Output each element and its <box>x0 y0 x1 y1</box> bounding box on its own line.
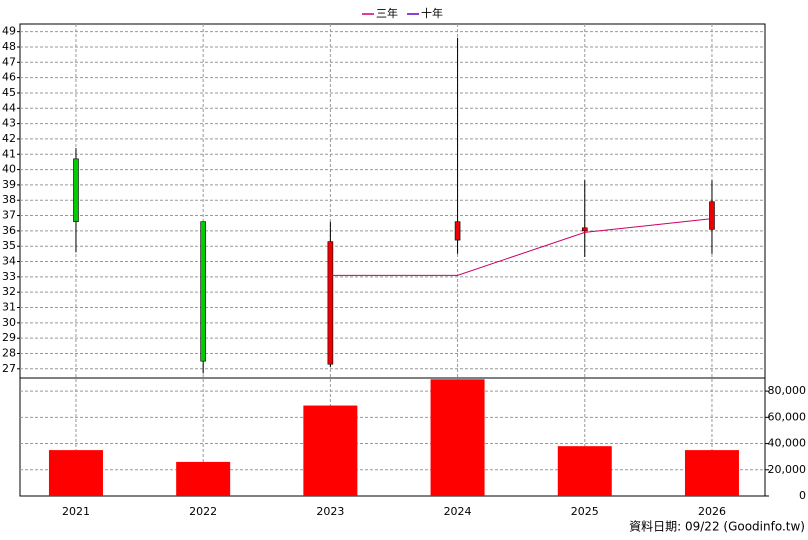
y-tick-label: 43 <box>2 117 16 130</box>
x-tick-label: 2022 <box>189 505 217 518</box>
legend-label: 十年 <box>421 6 443 20</box>
volume-bar <box>684 450 739 496</box>
y2-tick-label: 40,000 <box>768 437 807 450</box>
candle-body <box>581 227 588 232</box>
candle-body <box>454 221 461 241</box>
y-tick-label: 32 <box>2 285 16 298</box>
x-tick-label: 2026 <box>698 505 726 518</box>
volume-bar <box>303 405 358 496</box>
y2-tick-label: 20,000 <box>768 463 807 476</box>
volume-bar <box>430 379 485 496</box>
y-tick-label: 33 <box>2 270 16 283</box>
y-tick-label: 29 <box>2 331 16 344</box>
candle-body <box>73 158 79 222</box>
y2-tick-label: 60,000 <box>768 410 807 423</box>
volume-bar <box>176 461 231 496</box>
y-tick-label: 44 <box>2 101 16 114</box>
candle-body <box>200 221 206 362</box>
y-tick-label: 47 <box>2 55 16 68</box>
y-tick-label: 35 <box>2 239 16 252</box>
y-tick-label: 49 <box>2 25 16 38</box>
volume-bar <box>48 450 103 496</box>
y-tick-label: 39 <box>2 178 16 191</box>
y-tick-label: 31 <box>2 301 16 314</box>
candle-body <box>709 201 715 230</box>
y-tick-label: 42 <box>2 132 16 145</box>
y-tick-label: 41 <box>2 147 16 160</box>
x-tick-label: 2021 <box>62 505 90 518</box>
x-tick-label: 2024 <box>444 505 472 518</box>
y-tick-label: 45 <box>2 86 16 99</box>
volume-bar <box>557 446 612 496</box>
y-tick-label: 30 <box>2 316 16 329</box>
legend-label: 三年 <box>376 6 398 20</box>
y-tick-label: 27 <box>2 362 16 375</box>
y-tick-label: 34 <box>2 255 16 268</box>
plot-frame <box>19 23 766 497</box>
y-tick-label: 38 <box>2 193 16 206</box>
y-tick-label: 28 <box>2 346 16 359</box>
y2-tick-label: 0 <box>799 489 806 502</box>
x-tick-label: 2025 <box>571 505 599 518</box>
y-tick-label: 46 <box>2 71 16 84</box>
footnote: 資料日期: 09/22 (Goodinfo.tw) <box>629 520 805 534</box>
x-tick-label: 2023 <box>316 505 344 518</box>
y-tick-label: 40 <box>2 163 16 176</box>
y2-tick-label: 80,000 <box>768 384 807 397</box>
line-series <box>330 218 713 276</box>
y-tick-label: 36 <box>2 224 16 237</box>
y-tick-label: 48 <box>2 40 16 53</box>
candle-body <box>327 241 334 365</box>
y-tick-label: 37 <box>2 209 16 222</box>
